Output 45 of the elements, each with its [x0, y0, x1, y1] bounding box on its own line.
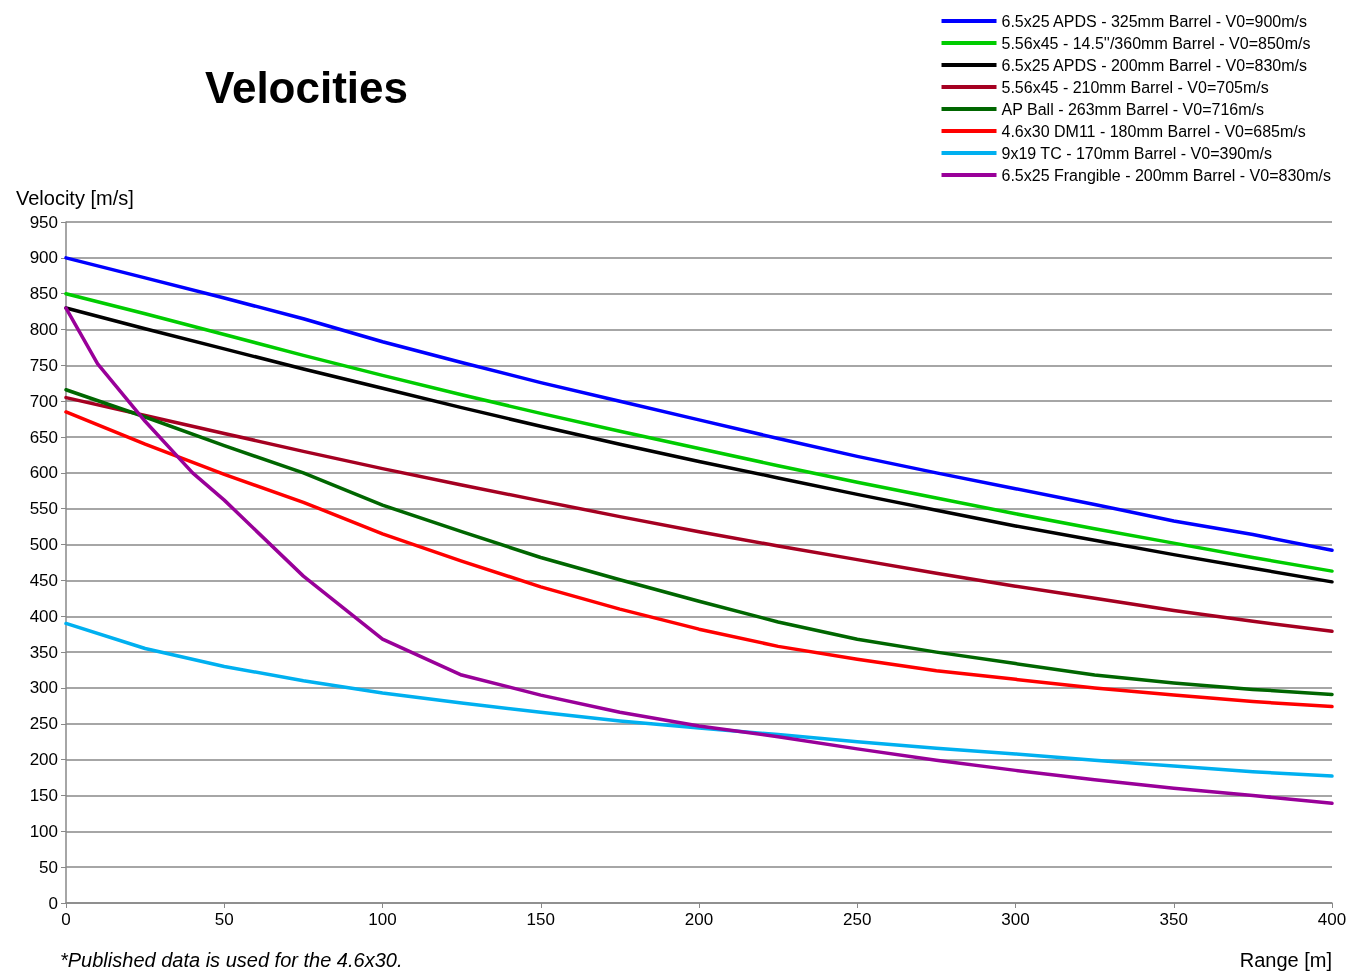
x-tick-label: 250	[843, 910, 872, 929]
x-tick-label: 0	[61, 910, 71, 929]
y-tick-label: 0	[48, 893, 58, 913]
x-axis-title: Range [m]	[1239, 949, 1332, 971]
legend-label: 5.56x45 - 14.5''/360mm Barrel - V0=850m/s	[1001, 34, 1311, 52]
y-tick-label: 550	[29, 499, 58, 519]
y-tick-label: 200	[29, 750, 58, 770]
y-tick-label: 500	[29, 535, 58, 555]
line-series	[64, 395, 1334, 634]
legend-label: 6.5x25 Frangible - 200mm Barrel - V0=830m/s	[1001, 166, 1331, 184]
legend-label: 6.5x25 APDS - 200mm Barrel - V0=830m/s	[1001, 56, 1307, 74]
y-tick-label: 150	[29, 785, 58, 805]
y-tick-label: 950	[29, 212, 58, 232]
chart-title: Velocities	[205, 62, 409, 112]
y-tick-label: 300	[29, 678, 58, 698]
y-tick-label: 750	[29, 355, 58, 375]
y-tick-label: 100	[29, 821, 58, 841]
y-tick-label: 700	[29, 391, 58, 411]
y-tick-label: 350	[29, 642, 58, 662]
y-tick-label: 650	[29, 427, 58, 447]
line-series	[64, 306, 1334, 806]
x-tick-label: 200	[684, 910, 714, 929]
legend-label: 9x19 TC - 170mm Barrel - V0=390m/s	[1001, 144, 1272, 162]
line-series	[64, 256, 1334, 553]
line-series	[64, 621, 1334, 778]
legend-label: 5.56x45 - 210mm Barrel - V0=705m/s	[1001, 78, 1269, 96]
y-tick-label: 900	[29, 248, 58, 268]
y-tick-label: 800	[29, 320, 58, 340]
x-tick-label: 150	[526, 910, 555, 929]
legend-label: 6.5x25 APDS - 325mm Barrel - V0=900m/s	[1001, 12, 1307, 30]
legend-label: AP Ball - 263mm Barrel - V0=716m/s	[1001, 100, 1264, 118]
text: *Published data is used for the 4.6x30.	[60, 949, 403, 971]
y-tick-label: 50	[39, 857, 58, 877]
x-tick-label: 400	[1317, 910, 1347, 929]
y-tick-label: 400	[29, 606, 58, 626]
x-tick-label: 50	[214, 910, 234, 929]
x-tick-label: 300	[1001, 910, 1030, 929]
legend-label: 4.6x30 DM11 - 180mm Barrel - V0=685m/s	[1001, 122, 1306, 140]
y-tick-label: 850	[29, 284, 58, 304]
y-tick-label: 600	[29, 463, 58, 483]
y-tick-label: 250	[29, 714, 58, 734]
y-axis-title: Velocity [m/s]	[16, 187, 134, 209]
y-tick-label: 450	[29, 570, 58, 590]
x-tick-label: 350	[1159, 910, 1188, 929]
x-tick-label: 100	[368, 910, 397, 929]
